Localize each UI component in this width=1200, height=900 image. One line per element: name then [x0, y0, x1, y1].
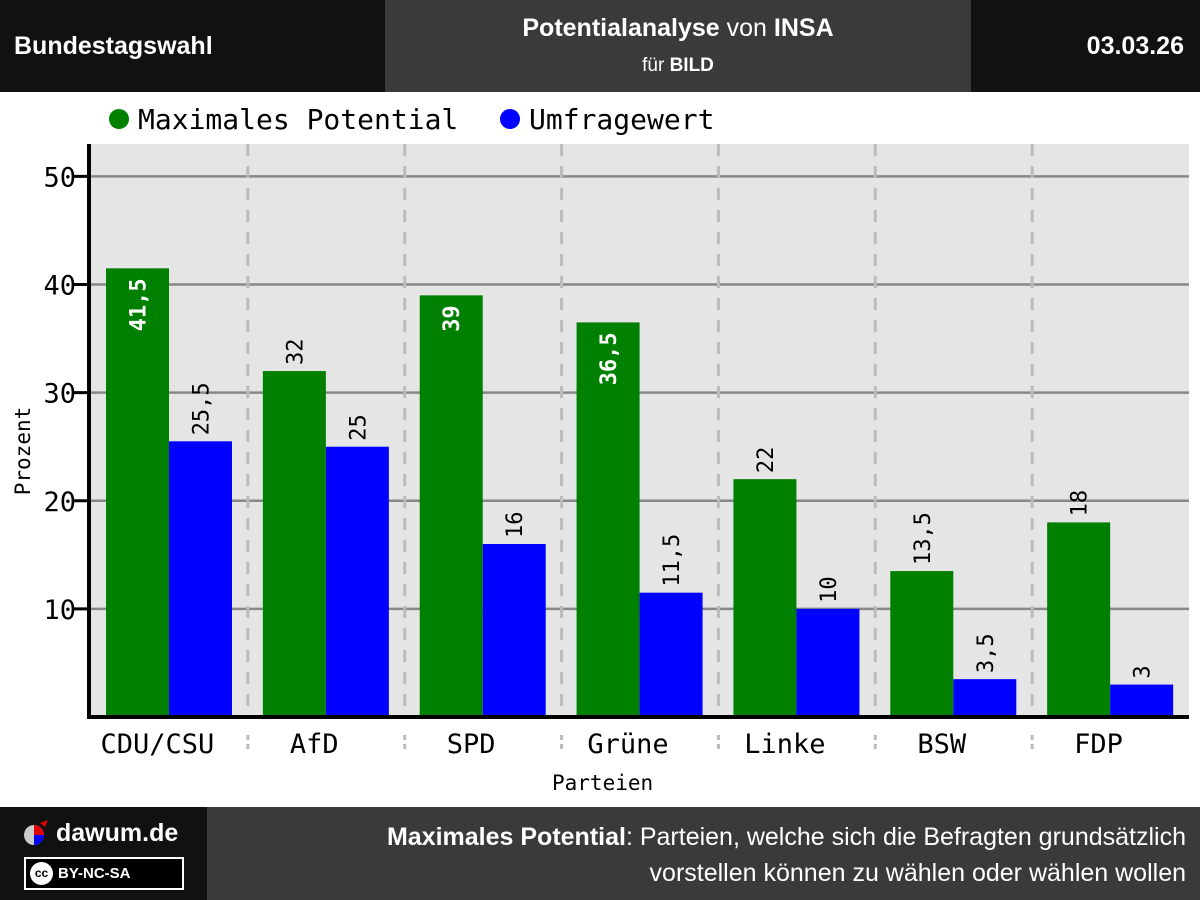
title-von: von — [719, 14, 774, 42]
y-ticks: 10 20 30 40 50 — [43, 162, 89, 626]
data-label: 41,5 — [127, 278, 152, 331]
bar-chart: Maximales Potential Umfragewert 41,5 25,5… — [11, 103, 1189, 795]
bar-potential — [262, 371, 326, 717]
x-tick-label: Grüne — [587, 729, 668, 760]
bar-potential — [733, 479, 797, 717]
date-box: 03.03.26 — [972, 0, 1200, 92]
footer-note-term: Maximales Potential — [386, 823, 626, 851]
brand-box: dawum.de cc BY-NC-SA — [0, 807, 207, 900]
data-label: 11,5 — [660, 534, 685, 587]
footer-note: Maximales Potential: Parteien, welche si… — [226, 819, 1186, 891]
legend-label-potential: Maximales Potential — [138, 103, 458, 136]
legend-label-survey: Umfragewert — [529, 103, 714, 136]
y-tick-label: 10 — [43, 595, 76, 626]
data-label: 10 — [817, 576, 842, 603]
x-tick-label: SPD — [447, 729, 496, 760]
footer-note-line1: : Parteien, welche sich die Befragten gr… — [625, 823, 1186, 851]
data-label: 39 — [440, 305, 465, 332]
y-tick-label: 20 — [43, 487, 76, 518]
y-tick-label: 50 — [43, 162, 76, 193]
title-main: Potentialanalyse — [522, 14, 720, 42]
bar-survey — [325, 446, 389, 717]
subtitle-for: für — [642, 55, 670, 76]
footer-bar: dawum.de cc BY-NC-SA Maximales Potential… — [0, 807, 1200, 900]
license-label: BY-NC-SA — [58, 865, 131, 882]
data-label: 3,5 — [974, 633, 999, 673]
bar-potential — [106, 268, 169, 717]
header-bar: Bundestagswahl Potentialanalyse von INSA… — [0, 0, 1200, 92]
data-label: 16 — [503, 512, 528, 539]
data-label: 18 — [1068, 490, 1093, 517]
bar-potential — [419, 295, 483, 717]
legend-marker-survey — [500, 109, 520, 129]
cc-icon: cc — [30, 862, 53, 885]
bar-survey — [169, 441, 232, 717]
dawum-logo-icon — [24, 820, 48, 845]
x-tick-label: FDP — [1074, 729, 1123, 760]
subtitle: für BILD — [385, 55, 971, 77]
x-axis-title: Parteien — [552, 771, 653, 795]
title-box: Potentialanalyse von INSA für BILD — [385, 0, 971, 92]
bar-survey — [482, 544, 546, 717]
footer-note-line2: vorstellen können zu wählen oder wählen … — [649, 859, 1186, 887]
site-name: dawum.de — [56, 819, 179, 847]
y-axis-title: Prozent — [11, 407, 35, 496]
election-label: Bundestagswahl — [14, 32, 213, 60]
data-label: 22 — [754, 447, 779, 474]
election-label-box: Bundestagswahl — [0, 0, 384, 92]
data-label: 25 — [346, 414, 371, 441]
data-label: 3 — [1131, 665, 1156, 678]
date-label: 03.03.26 — [1086, 32, 1184, 60]
y-tick-label: 30 — [43, 379, 76, 410]
bar-survey — [1110, 684, 1174, 717]
x-tick-label: AfD — [290, 729, 339, 760]
data-label: 25,5 — [190, 382, 215, 435]
legend-marker-potential — [109, 109, 129, 129]
bar-potential — [1047, 522, 1111, 717]
x-tick-label: CDU/CSU — [101, 729, 215, 760]
title: Potentialanalyse von INSA — [385, 14, 971, 43]
bars — [106, 268, 1174, 717]
data-label: 13,5 — [911, 512, 936, 565]
bar-survey — [796, 608, 860, 717]
bar-survey — [953, 679, 1017, 717]
y-tick-label: 40 — [43, 271, 76, 302]
x-tick-label: BSW — [917, 729, 967, 760]
subtitle-client: BILD — [669, 55, 714, 76]
data-label: 36,5 — [597, 332, 622, 385]
bar-potential — [890, 571, 954, 717]
data-label: 32 — [283, 339, 308, 366]
x-ticks: CDU/CSU AfD SPD Grüne Linke BSW FDP — [101, 729, 1123, 760]
title-institute: INSA — [773, 14, 834, 42]
bar-potential — [576, 322, 640, 717]
x-tick-label: Linke — [744, 729, 825, 760]
data-labels: 41,5 25,5 32 25 39 16 36,5 11,5 22 10 13,5 3,5 18 3 — [127, 278, 1156, 678]
legend: Maximales Potential Umfragewert — [109, 103, 714, 136]
bar-survey — [639, 592, 703, 717]
license-badge: cc BY-NC-SA — [24, 857, 184, 890]
